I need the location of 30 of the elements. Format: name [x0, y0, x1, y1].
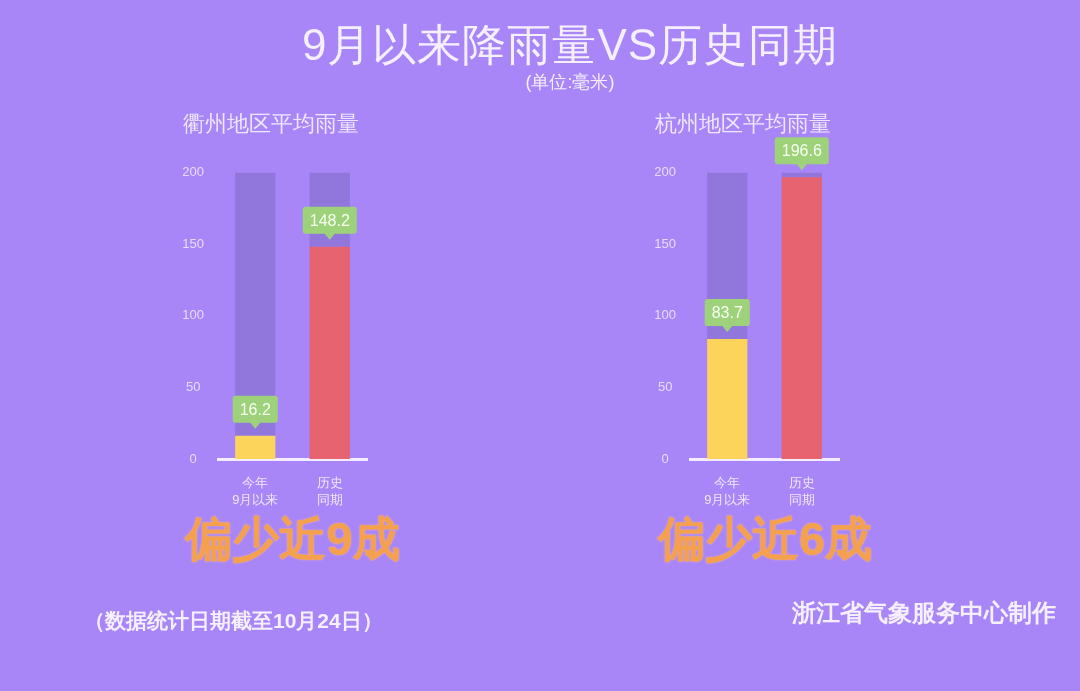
bar [781, 177, 822, 459]
text: （数据统计日期截至10月24日） [84, 608, 383, 633]
y-tick-label: 0 [189, 450, 197, 466]
bar [235, 435, 276, 459]
y-tick-label: 150 [182, 235, 205, 251]
chart-title: 衢州地区平均雨量 [183, 111, 359, 137]
x-tick-label: 今年9月以来 [704, 475, 751, 507]
data-label: 83.7 [711, 303, 743, 321]
text: (单位:毫米) [524, 71, 616, 93]
text: 9月以来降雨量VS历史同期 [300, 19, 840, 71]
x-tick-label: 历史同期 [316, 475, 343, 507]
chart-title: 杭州地区平均雨量 [654, 111, 831, 137]
bar [309, 246, 350, 459]
y-tick-label: 0 [661, 450, 669, 466]
data-label: 148.2 [309, 211, 350, 229]
y-tick-label: 100 [182, 307, 205, 323]
y-tick-label: 50 [185, 378, 201, 394]
x-tick-label: 今年9月以来 [232, 475, 279, 507]
y-tick-label: 150 [654, 235, 677, 251]
data-label: 16.2 [239, 400, 271, 418]
y-tick-label: 200 [654, 163, 677, 179]
text: 偏少近6成 [657, 512, 873, 566]
y-tick-label: 100 [654, 307, 677, 323]
x-tick-label: 历史同期 [788, 475, 815, 507]
text: 浙江省气象服务中心制作 [792, 599, 1056, 627]
y-tick-label: 50 [657, 378, 673, 394]
data-label: 196.6 [781, 142, 822, 160]
y-tick-label: 200 [182, 163, 205, 179]
bar [707, 339, 748, 459]
text: 偏少近9成 [185, 512, 400, 566]
